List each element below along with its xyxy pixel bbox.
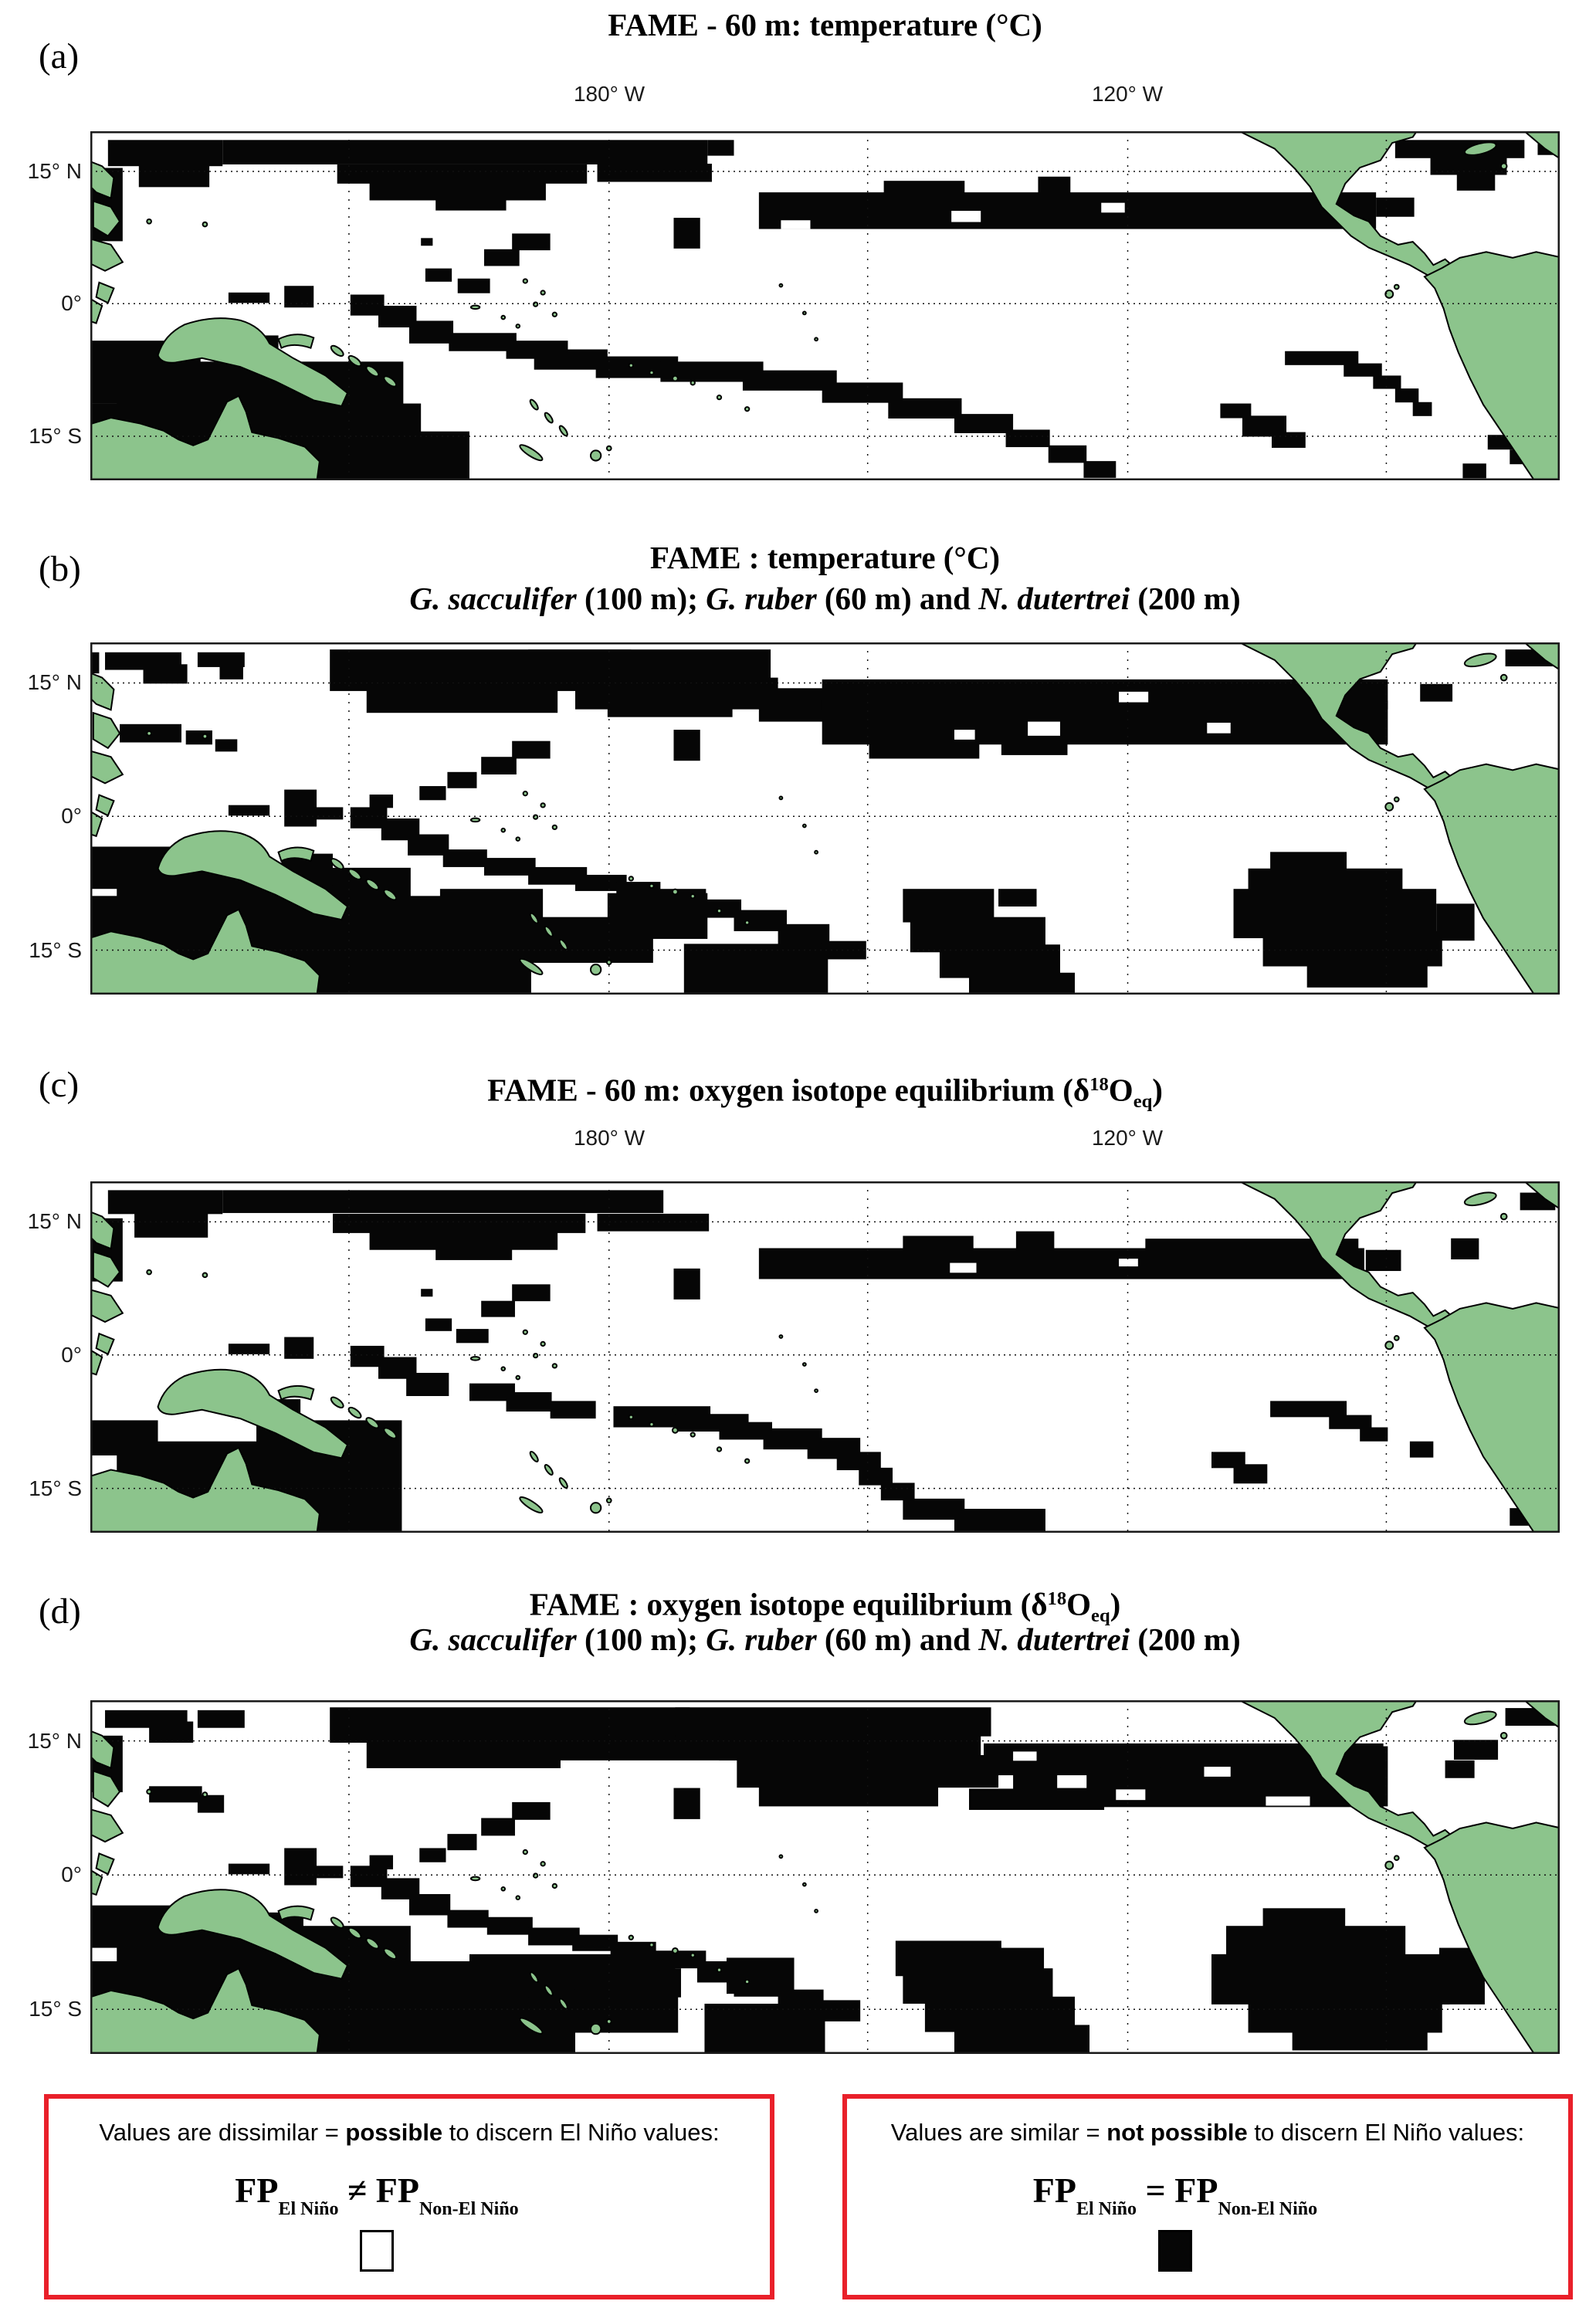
text-part: El Niño (1076, 2199, 1137, 2219)
lat-label-15n-panel-c: 15° N (27, 1209, 82, 1233)
text-part: G. sacculifer (409, 581, 577, 616)
text-part: ≠ (338, 2171, 376, 2210)
land-group (90, 131, 1560, 480)
white-swatch (359, 2230, 394, 2272)
lat-label-15s-panel-b: 15° S (29, 938, 82, 962)
text-part: 18 (1047, 1588, 1067, 1609)
panel-a-letter: (a) (39, 36, 80, 76)
map-svg-a (90, 131, 1560, 480)
map-panel-d (90, 1700, 1560, 2054)
map-panel-a (90, 131, 1560, 480)
text-part: possible (345, 2119, 443, 2146)
map-panel-c (90, 1181, 1560, 1533)
black-swatch (1157, 2230, 1192, 2272)
lat-label-0-panel-d: 0° (61, 1862, 82, 1886)
lat-label-15n-panel-b: 15° N (27, 670, 82, 694)
land-group (90, 642, 1560, 995)
text-part: FAME - 60 m: temperature (°C) (608, 7, 1042, 42)
land-group (90, 1181, 1560, 1533)
text-part: eq (1133, 1091, 1153, 1113)
white-holes-group (950, 1259, 1138, 1273)
text-part: FAME : oxygen isotope equilibrium (δ (529, 1586, 1048, 1622)
text-part: O (1108, 1072, 1133, 1108)
black-cells-group (90, 1707, 1559, 2054)
map-svg-b (90, 642, 1560, 995)
panel-c-title: FAME - 60 m: oxygen isotope equilibrium … (90, 1064, 1560, 1122)
text-part: 18 (1089, 1074, 1109, 1095)
text-part: (200 m) (1130, 1622, 1241, 1657)
text-part: (60 m) and (816, 581, 979, 616)
lat-label-15s-panel-a: 15° S (29, 424, 82, 448)
text-part: (60 m) and (816, 1622, 979, 1657)
lat-label-0-panel-a: 0° (61, 291, 82, 315)
text-part: FAME - 60 m: oxygen isotope equilibrium … (487, 1072, 1090, 1108)
text-part: ) (1152, 1072, 1163, 1108)
lat-label-0-panel-b: 0° (61, 804, 82, 828)
text-part: G. sacculifer (409, 1622, 577, 1657)
map-svg-c (90, 1181, 1560, 1533)
text-part: FP (235, 2171, 279, 2210)
text-part: FP (375, 2171, 419, 2210)
panel-c-letter: (c) (39, 1065, 80, 1105)
text-part: El Niño (278, 2199, 339, 2219)
text-part: N. dutertrei (978, 1622, 1130, 1657)
text-part: Values are similar = (890, 2119, 1107, 2146)
panel-d-letter: (d) (39, 1591, 81, 1632)
lon-label-120w-panel-c: 120° W (1091, 1126, 1164, 1150)
lat-label-15s-panel-d: 15° S (29, 1997, 82, 2021)
lat-label-15n-panel-d: 15° N (27, 1729, 82, 1753)
text-part: G. ruber (706, 1622, 817, 1657)
legend-box-possible: Values are dissimilar = possible to disc… (44, 2094, 774, 2299)
legend-box-not-possible: Values are similar = not possible to dis… (842, 2094, 1573, 2299)
text-part: to discern El Niño values: (1247, 2119, 1525, 2146)
lon-label-180w-panel-a: 180° W (573, 82, 646, 106)
text-part: = (1137, 2171, 1175, 2210)
text-part: (200 m) (1130, 581, 1241, 616)
land-group (90, 1700, 1560, 2054)
text-part: N. dutertrei (978, 581, 1130, 616)
legend-not-possible-sentence: Values are similar = not possible to dis… (853, 2119, 1562, 2147)
text-part: G. ruber (706, 581, 817, 616)
text-part: O (1066, 1586, 1092, 1622)
lon-label-120w-panel-a: 120° W (1091, 82, 1164, 106)
panel-b-letter: (b) (39, 549, 81, 589)
panel-a-title: FAME - 60 m: temperature (°C) (90, 5, 1560, 46)
legend-possible-formula: FPEl Niño ≠ FPNon-El Niño (49, 2170, 705, 2220)
text-part: eq (1091, 1605, 1110, 1627)
panel-b-subtitle: G. sacculifer (100 m); G. ruber (60 m) a… (90, 578, 1560, 619)
lat-label-15n-panel-a: 15° N (27, 159, 82, 183)
text-part: FP (1174, 2171, 1218, 2210)
lat-label-15s-panel-c: 15° S (29, 1476, 82, 1500)
panel-d-subtitle: G. sacculifer (100 m); G. ruber (60 m) a… (90, 1619, 1560, 1660)
text-part: FP (1032, 2171, 1076, 2210)
text-part: (100 m); (576, 1622, 707, 1657)
text-part: FAME : temperature (°C) (649, 540, 1001, 575)
legend-possible-sentence: Values are dissimilar = possible to disc… (55, 2119, 764, 2147)
white-holes-group (781, 202, 1125, 229)
lat-label-0-panel-c: 0° (61, 1343, 82, 1367)
lon-label-180w-panel-c: 180° W (573, 1126, 646, 1150)
map-svg-d (90, 1700, 1560, 2054)
text-part: not possible (1106, 2119, 1248, 2146)
text-part: Non-El Niño (418, 2199, 519, 2219)
text-part: to discern El Niño values: (442, 2119, 720, 2146)
legend-not-possible-formula: FPEl Niño = FPNon-El Niño (847, 2170, 1503, 2220)
text-part: Non-El Niño (1218, 2199, 1318, 2219)
text-part: Values are dissimilar = (99, 2119, 346, 2146)
panel-b-title: FAME : temperature (°C) (90, 537, 1560, 578)
white-holes-group (1013, 1751, 1310, 1806)
panel-d-title: FAME : oxygen isotope equilibrium (δ18Oe… (90, 1578, 1560, 1636)
text-part: ) (1110, 1586, 1121, 1622)
map-panel-b (90, 642, 1560, 995)
text-part: (100 m); (576, 581, 707, 616)
